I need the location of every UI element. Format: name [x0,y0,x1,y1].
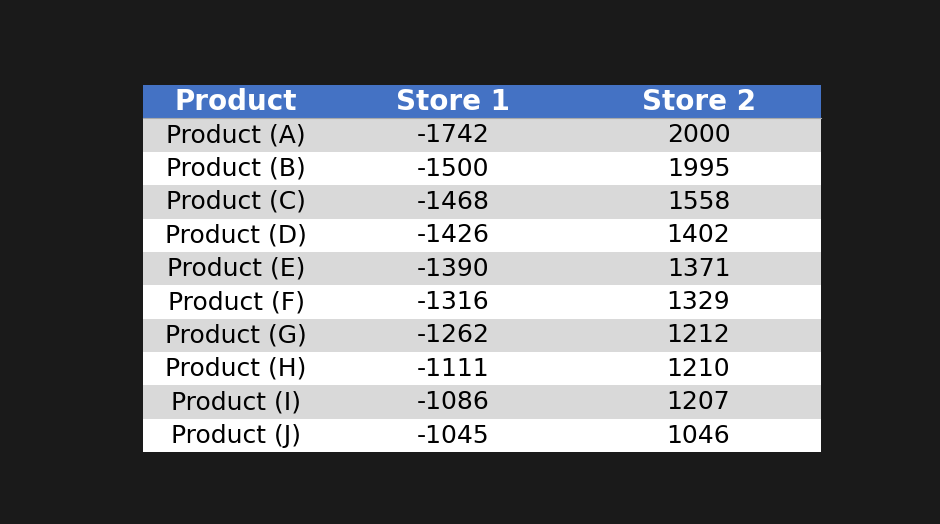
Text: -1045: -1045 [416,423,489,447]
Bar [576,85,821,118]
Bar [576,352,821,386]
Bar [143,352,329,386]
Text: -1262: -1262 [416,323,490,347]
Bar [143,85,329,118]
Text: -1468: -1468 [416,190,490,214]
Bar [143,152,329,185]
Text: Product (J): Product (J) [171,423,301,447]
Text: -1390: -1390 [416,257,489,281]
Bar [576,319,821,352]
Bar [143,419,329,452]
Text: -1086: -1086 [416,390,490,414]
Text: 1402: 1402 [666,223,730,247]
Bar [576,152,821,185]
Bar [329,352,576,386]
Text: 1207: 1207 [666,390,730,414]
Text: -1426: -1426 [416,223,490,247]
Text: 1212: 1212 [666,323,730,347]
Bar [576,185,821,219]
Bar [143,185,329,219]
Text: Product (H): Product (H) [165,357,306,381]
Bar [576,219,821,252]
Text: -1316: -1316 [416,290,490,314]
Bar [143,319,329,352]
Bar [329,386,576,419]
Bar [143,286,329,319]
Text: -1111: -1111 [416,357,489,381]
Text: Product (F): Product (F) [167,290,305,314]
Text: 1371: 1371 [666,257,730,281]
Text: Product (I): Product (I) [171,390,301,414]
Text: 1558: 1558 [666,190,730,214]
Text: 1329: 1329 [666,290,730,314]
Text: 1046: 1046 [666,423,730,447]
Bar [143,118,329,152]
Bar [329,85,576,118]
Bar [329,286,576,319]
Text: 2000: 2000 [666,123,730,147]
Bar [329,185,576,219]
Bar [329,152,576,185]
Text: Product (G): Product (G) [165,323,307,347]
Text: Store 2: Store 2 [642,88,756,116]
Text: Store 1: Store 1 [396,88,509,116]
Text: 1210: 1210 [666,357,730,381]
Text: Product (E): Product (E) [167,257,306,281]
Bar [576,118,821,152]
Bar [576,286,821,319]
Bar [576,252,821,286]
Bar [329,252,576,286]
Text: Product (B): Product (B) [166,157,306,181]
Bar [329,118,576,152]
Bar [329,219,576,252]
Text: 1995: 1995 [666,157,730,181]
Text: Product (A): Product (A) [166,123,306,147]
Bar [576,419,821,452]
Bar [143,219,329,252]
Bar [329,319,576,352]
Bar [143,386,329,419]
Text: -1500: -1500 [416,157,489,181]
Text: Product: Product [175,88,297,116]
Bar [143,252,329,286]
Text: -1742: -1742 [416,123,490,147]
Bar [576,386,821,419]
Text: Product (D): Product (D) [165,223,307,247]
Text: Product (C): Product (C) [166,190,306,214]
Bar [329,419,576,452]
